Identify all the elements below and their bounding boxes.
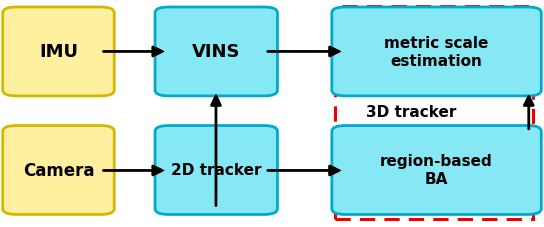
Text: region-based
BA: region-based BA	[380, 154, 493, 187]
Text: 2D tracker: 2D tracker	[171, 163, 262, 178]
FancyBboxPatch shape	[332, 8, 541, 96]
Text: metric scale
estimation: metric scale estimation	[385, 36, 489, 69]
FancyBboxPatch shape	[155, 8, 277, 96]
Text: IMU: IMU	[39, 43, 78, 61]
Text: 3D tracker: 3D tracker	[366, 105, 456, 120]
Text: Camera: Camera	[23, 161, 94, 179]
FancyBboxPatch shape	[3, 8, 114, 96]
Text: VINS: VINS	[192, 43, 240, 61]
FancyBboxPatch shape	[332, 126, 541, 215]
FancyBboxPatch shape	[155, 126, 277, 215]
FancyBboxPatch shape	[3, 126, 114, 215]
